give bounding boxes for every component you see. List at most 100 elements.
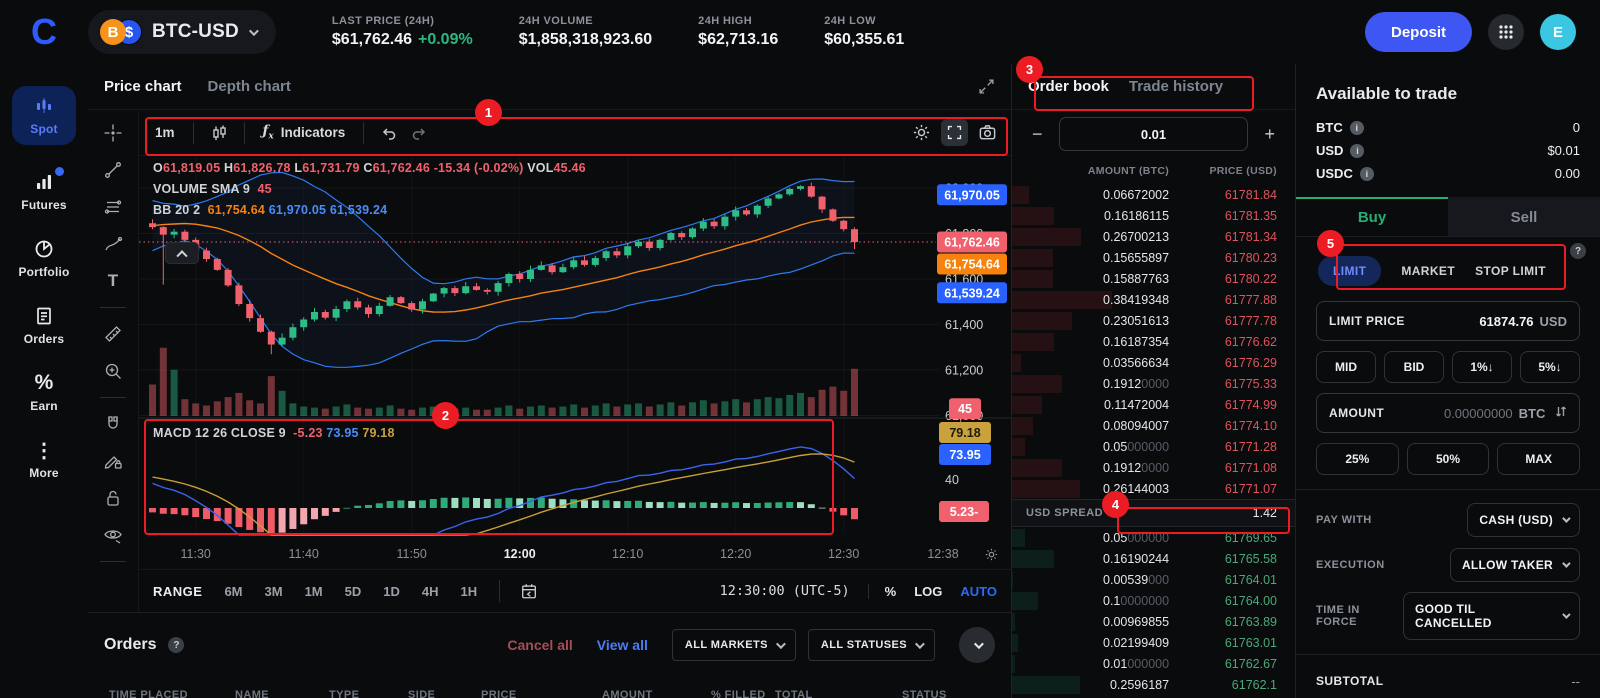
order-book-bid-row[interactable]: 0.00969855 61763.89 [1012,611,1295,632]
time-axis[interactable]: 11:30 11:40 11:50 12:00 12:10 12:20 12:30 12:38 [139,540,1011,570]
order-book-ask-row[interactable]: 0.08094007 61774.10 [1012,415,1295,436]
order-book-bid-row[interactable]: 0.00539000 61764.01 [1012,569,1295,590]
axis-settings-gear-icon[interactable] [984,547,999,562]
range-option-5d[interactable]: 5D [344,583,362,599]
expand-chart-icon[interactable] [978,78,995,95]
order-book-ask-row[interactable]: 0.19120000 61771.08 [1012,457,1295,478]
candle-style-icon[interactable] [206,120,232,146]
range-option-1h[interactable]: 1H [460,583,478,599]
info-icon[interactable]: i [1350,143,1365,158]
interval-button[interactable]: 1m [155,125,175,140]
aggregation-value[interactable]: 0.01 [1058,117,1249,151]
indicators-button[interactable]: ƒx Indicators [262,123,346,142]
trend-line-tool-icon[interactable] [103,159,123,181]
tab-order-book[interactable]: Order book [1028,78,1109,95]
order-book-ask-row[interactable]: 0.15655897 61780.23 [1012,247,1295,268]
price-chart-canvas[interactable]: 62,00061,80061,60061,40061,20061,00061,9… [139,156,1011,540]
range-option-1d[interactable]: 1D [383,583,400,599]
scale-option-auto[interactable]: AUTO [960,583,997,599]
order-book-ask-row[interactable]: 0.26700213 61781.34 [1012,226,1295,247]
info-icon[interactable]: i [1349,120,1364,135]
order-book-ask-row[interactable]: 0.16186115 61781.35 [1012,205,1295,226]
order-book-ask-row[interactable]: 0.38419348 61777.88 [1012,289,1295,310]
increase-aggregation-button[interactable]: + [1258,124,1281,145]
amount-shortcut-button[interactable]: MAX [1497,443,1581,475]
chart-settings-gear-icon[interactable] [908,119,935,146]
parallel-channel-tool-icon[interactable] [103,196,123,218]
order-book-ask-row[interactable]: 0.05000000 61771.28 [1012,436,1295,457]
lock-tool-icon[interactable] [103,487,123,509]
order-book-ask-row[interactable]: 0.16187354 61776.62 [1012,331,1295,352]
order-type-market[interactable]: MARKET [1401,264,1456,278]
limit-price-value[interactable]: 61874.76 [1479,313,1534,329]
session-clock[interactable]: 12:30:00 (UTC-5) [719,583,850,599]
order-book-bid-row[interactable]: 0.05000000 61769.65 [1012,527,1295,548]
collapse-orders-button[interactable] [959,627,995,663]
dropdown-time-in-force[interactable]: GOOD TIL CANCELLED [1402,592,1580,640]
chart-area[interactable]: 62,00061,80061,60061,40061,20061,00061,9… [139,156,1011,540]
range-option-6m[interactable]: 6M [224,583,243,599]
zoom-in-tool-icon[interactable] [103,360,123,382]
brush-tool-icon[interactable] [103,233,123,255]
order-book-ask-row[interactable]: 0.06672002 61781.84 [1012,184,1295,205]
dropdown-execution[interactable]: ALLOW TAKER [1449,548,1580,582]
go-to-date-icon[interactable] [516,578,542,604]
amount-value[interactable]: 0.00000000 [1443,406,1513,421]
order-book-bid-row[interactable]: 0.01000000 61762.67 [1012,653,1295,674]
collapse-pane-button[interactable] [165,242,199,264]
info-icon[interactable]: i [1359,166,1374,181]
text-tool-icon[interactable]: T [107,271,119,290]
amount-shortcut-button[interactable]: 25% [1316,443,1399,475]
filter-all-statuses[interactable]: ALL STATUSES [807,629,935,661]
order-book-ask-row[interactable]: 0.03566634 61776.29 [1012,352,1295,373]
limit-price-field[interactable]: LIMIT PRICE 61874.76 USD [1316,301,1580,341]
undo-icon[interactable] [376,120,402,146]
lock-drawings-tool-icon[interactable] [103,450,123,472]
sidebar-item-orders[interactable]: Orders [12,305,76,346]
orders-help-icon[interactable]: ? [168,637,185,653]
decrease-aggregation-button[interactable]: − [1026,124,1049,145]
order-book-bid-row[interactable]: 0.16190244 61765.58 [1012,548,1295,569]
scale-option-%[interactable]: % [884,583,897,599]
order-book-bid-row[interactable]: 0.10000000 61764.00 [1012,590,1295,611]
crosshair-tool-icon[interactable] [103,122,123,144]
avatar[interactable]: E [1540,14,1576,50]
tab-price-chart[interactable]: Price chart [104,78,182,95]
cancel-all-button[interactable]: Cancel all [507,637,573,653]
view-all-link[interactable]: View all [596,637,648,653]
price-shortcut-button[interactable]: 1%↓ [1452,351,1512,383]
deposit-button[interactable]: Deposit [1364,12,1472,52]
screenshot-camera-icon[interactable] [974,119,1001,146]
order-type-limit[interactable]: LIMIT [1318,256,1382,286]
sidebar-item-portfolio[interactable]: Portfolio [12,238,76,279]
tab-sell[interactable]: Sell [1448,197,1600,236]
order-type-stop-limit[interactable]: STOP LIMIT [1475,264,1546,278]
amount-shortcut-button[interactable]: 50% [1406,443,1490,475]
ruler-tool-icon[interactable] [103,323,123,345]
apps-grid-button[interactable] [1488,14,1524,50]
order-book-ask-row[interactable]: 0.15887763 61780.22 [1012,268,1295,289]
swap-unit-icon[interactable] [1555,405,1567,418]
fullscreen-icon[interactable] [941,119,968,146]
sidebar-item-spot[interactable]: Spot [12,86,76,145]
order-book-bid-row[interactable]: 0.2596187 61762.1 [1012,674,1295,695]
order-book-ask-row[interactable]: 0.11472004 61774.99 [1012,394,1295,415]
price-shortcut-button[interactable]: MID [1316,351,1376,383]
scale-option-log[interactable]: LOG [914,583,943,599]
sidebar-item-futures[interactable]: Futures [12,167,76,212]
redo-icon[interactable] [406,120,432,146]
price-shortcut-button[interactable]: BID [1384,351,1444,383]
order-book-ask-row[interactable]: 0.26144003 61771.07 [1012,478,1295,499]
price-shortcut-button[interactable]: 5%↓ [1520,351,1580,383]
tab-trade-history[interactable]: Trade history [1128,78,1224,95]
hide-drawings-eye-icon[interactable] [103,524,123,546]
dropdown-pay-with[interactable]: CASH (USD) [1467,503,1580,537]
filter-all-markets[interactable]: ALL MARKETS [671,629,796,661]
range-option-1m[interactable]: 1M [304,583,323,599]
range-option-4h[interactable]: 4H [421,583,439,599]
amount-field[interactable]: AMOUNT 0.00000000 BTC [1316,393,1580,433]
sidebar-item-earn[interactable]: % Earn [12,371,76,413]
order-type-help-icon[interactable]: ? [1570,243,1586,259]
sidebar-item-more[interactable]: ⋮ More [12,439,76,481]
magnet-tool-icon[interactable] [103,413,123,435]
